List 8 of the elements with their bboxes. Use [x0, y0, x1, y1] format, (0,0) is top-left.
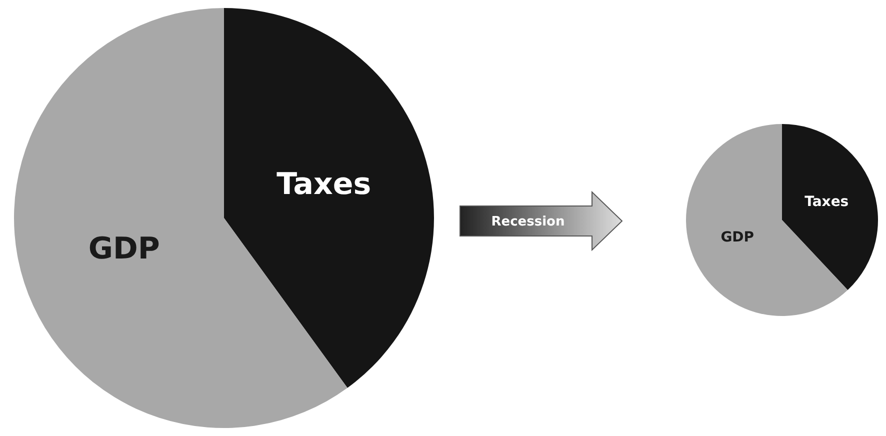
pie-slice: [224, 8, 434, 388]
text: Recession: [491, 214, 565, 230]
slice-label: GDP: [720, 230, 754, 246]
slice-label: GDP: [88, 232, 160, 267]
slice-label: Taxes: [804, 194, 849, 210]
slice-label: Taxes: [276, 166, 372, 202]
pie-slice: [782, 124, 878, 290]
pie-slice: [686, 124, 848, 316]
